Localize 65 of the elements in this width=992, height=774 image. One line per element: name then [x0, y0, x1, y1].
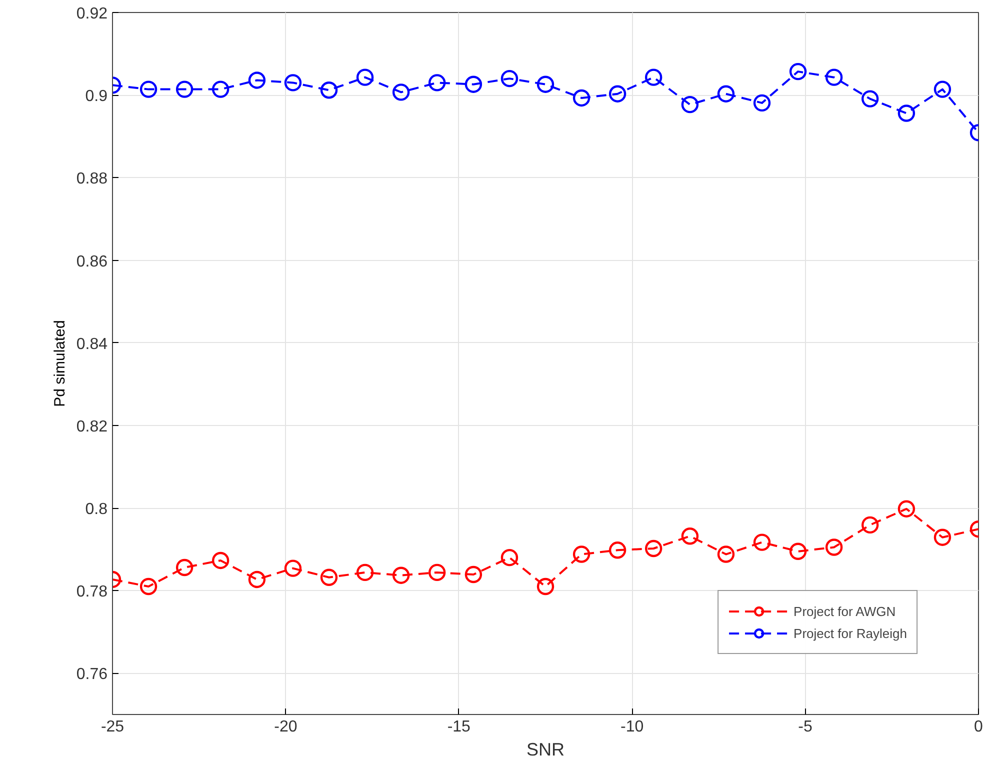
y-axis-title: Pd simulated: [51, 320, 68, 407]
x-axis-title: SNR: [526, 740, 565, 760]
point: [753, 534, 771, 551]
point: [681, 96, 699, 114]
point: [428, 74, 446, 92]
x-tick-label: -5: [798, 718, 813, 736]
point: [212, 80, 230, 98]
point: [392, 566, 410, 584]
point: [248, 72, 266, 89]
point: [176, 558, 194, 576]
y-tick-label: 0.82: [76, 418, 108, 436]
point: [753, 94, 771, 112]
y-tick-label: 0.9: [85, 88, 108, 106]
legend-label: Project for Rayleigh: [794, 626, 907, 640]
y-tick-label: 0.92: [76, 6, 108, 22]
point: [356, 564, 374, 582]
point: [212, 552, 230, 570]
x-tick-label: -20: [274, 718, 298, 736]
point: [861, 516, 879, 534]
point: [356, 68, 374, 86]
point: [825, 68, 843, 86]
point: [500, 548, 518, 566]
point: [320, 82, 338, 99]
point: [284, 560, 302, 577]
point: [572, 546, 590, 563]
point: [934, 528, 952, 546]
point: [320, 568, 338, 586]
point: [536, 578, 554, 596]
point: [825, 538, 843, 556]
point: [248, 570, 266, 588]
x-tick-label: 0: [974, 718, 984, 736]
point: [898, 104, 916, 122]
y-tick-label: 0.84: [76, 336, 108, 353]
point: [284, 74, 302, 92]
point: [644, 68, 662, 86]
point: [464, 76, 482, 93]
point: [934, 80, 952, 98]
y-tick-label: 0.86: [76, 253, 108, 270]
point: [789, 542, 807, 560]
point: [536, 76, 554, 93]
point: [681, 528, 699, 545]
y-tick-label: 0.88: [76, 170, 108, 188]
point: [898, 500, 916, 518]
point: [428, 564, 446, 582]
point: [140, 80, 158, 98]
point: [789, 62, 807, 80]
x-tick-label: -10: [620, 718, 644, 736]
point: [608, 542, 626, 559]
point: [176, 80, 194, 98]
point: [608, 85, 626, 102]
point: [392, 84, 410, 101]
x-tick-label: -15: [447, 718, 471, 736]
point: [464, 566, 482, 584]
point: [717, 85, 735, 102]
y-tick-label: 0.78: [76, 584, 108, 601]
point: [572, 89, 590, 107]
y-tick-label: 0.76: [76, 666, 108, 684]
point: [717, 546, 735, 563]
point: [644, 540, 662, 558]
point: [500, 70, 518, 88]
legend-label: Project for AWGN: [794, 604, 896, 618]
point: [140, 578, 158, 596]
y-tick-label: 0.8: [85, 501, 108, 518]
x-tick-label: -25: [100, 718, 124, 736]
point: [861, 90, 879, 108]
